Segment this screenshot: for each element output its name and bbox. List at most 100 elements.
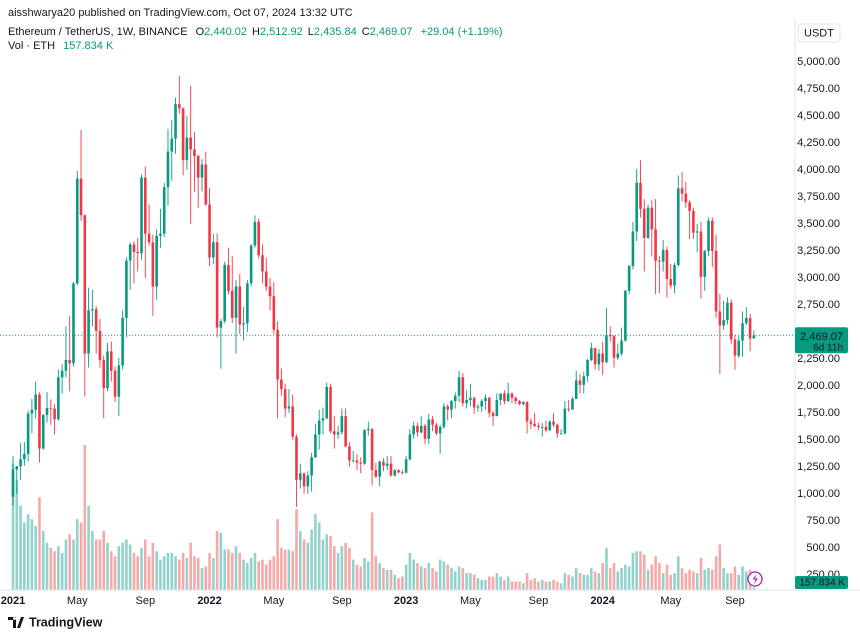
volume-bar — [68, 534, 71, 590]
candle-body — [397, 470, 400, 473]
candle-body — [83, 215, 87, 354]
volume-bar — [590, 568, 593, 590]
candle-body — [688, 202, 691, 211]
volume-bar — [733, 566, 737, 590]
candle-body — [49, 408, 53, 409]
volume-bar — [234, 546, 238, 590]
candle-body — [506, 393, 510, 402]
volume-bar — [159, 559, 162, 590]
alert-icon[interactable] — [747, 571, 763, 587]
legend: Ethereum / TetherUS, 1W, BINANCE O2,440.… — [8, 26, 503, 38]
volume-bar — [416, 563, 419, 590]
volume-bar — [427, 563, 431, 590]
volume-bar — [578, 573, 582, 590]
candle-body — [461, 377, 465, 404]
volume-bar — [593, 571, 597, 590]
volume-bar — [367, 561, 370, 590]
volume-bar — [253, 552, 257, 590]
volume-bar — [389, 569, 393, 590]
candle-body — [351, 460, 355, 462]
volume-bar — [53, 551, 56, 590]
candle-body — [635, 182, 638, 232]
volume-bar — [722, 568, 725, 590]
currency-label: USDT — [804, 27, 834, 39]
volume-bar — [461, 568, 465, 590]
candle-body — [144, 177, 147, 234]
candle-body — [155, 235, 158, 287]
candle-body — [529, 421, 533, 424]
volume-bar — [453, 571, 457, 590]
volume-bar — [102, 530, 106, 590]
candle-body — [60, 370, 64, 378]
candle-body — [253, 221, 257, 246]
volume-bar — [540, 579, 544, 590]
volume-bar — [684, 573, 688, 590]
candle-body — [249, 245, 253, 284]
candle-body — [223, 264, 226, 322]
volume-bar — [140, 547, 143, 590]
volume-bar — [215, 530, 219, 590]
legend-key: C — [361, 26, 370, 38]
volume-bar — [669, 574, 673, 590]
volume-bar — [752, 587, 756, 590]
y-tick-label: 2,000.00 — [797, 380, 840, 392]
y-tick-label: 3,500.00 — [797, 218, 840, 230]
candle-body — [291, 406, 295, 437]
currency-button[interactable] — [797, 23, 841, 43]
volume-bar — [495, 573, 499, 590]
candle-body — [181, 108, 185, 161]
volume-bar — [737, 574, 741, 590]
candle-body — [476, 406, 480, 408]
candle-body — [325, 386, 329, 419]
volume-bar — [155, 551, 158, 590]
legend-value: 2,469.07 — [369, 26, 413, 38]
candle-body — [612, 336, 616, 358]
volume-bar — [91, 530, 94, 590]
candle-body — [276, 329, 279, 380]
candle-body — [11, 469, 15, 497]
volume-bar — [249, 557, 253, 590]
volume-bar — [242, 559, 245, 590]
volume-bar — [23, 522, 26, 590]
y-tick-label: 2,250.00 — [797, 353, 840, 365]
volume-bar — [601, 563, 604, 590]
candle-body — [438, 426, 442, 434]
volume-bar — [676, 556, 680, 590]
candle-body — [385, 463, 389, 466]
candle-body — [673, 264, 676, 286]
volume-bar — [98, 539, 102, 590]
volume-bar — [703, 569, 707, 590]
y-tick-label: 1,000.00 — [797, 488, 840, 500]
x-tick-label: 2024 — [590, 595, 615, 607]
volume-bar — [397, 578, 400, 590]
y-tick-label: 4,250.00 — [797, 137, 840, 149]
candle-body — [355, 460, 359, 463]
volume-bar — [518, 581, 521, 590]
candle-body — [367, 429, 370, 431]
volume-bar — [529, 579, 533, 590]
y-tick-label: 3,750.00 — [797, 191, 840, 203]
candle-body — [465, 399, 468, 404]
volume-bar — [306, 542, 310, 590]
candle-body — [499, 393, 502, 400]
candle-body — [166, 151, 170, 188]
volume-bar — [287, 549, 291, 590]
y-tick-label: 1,250.00 — [797, 461, 840, 473]
volume-bar — [487, 576, 491, 590]
legend-key: H — [251, 26, 260, 38]
candle-body — [340, 416, 344, 433]
volume-bar — [246, 563, 249, 590]
volume-bar — [707, 568, 710, 590]
candle-body — [287, 406, 291, 409]
volume-bar — [302, 539, 306, 590]
candle-body — [91, 309, 94, 311]
volume-bar — [15, 480, 19, 590]
volume-value: 157.834 K — [63, 40, 114, 52]
candle-body — [559, 433, 563, 435]
volume-bar — [729, 573, 733, 590]
volume-bar — [113, 556, 117, 590]
x-tick-label: May — [263, 595, 284, 607]
candle-body — [650, 207, 654, 230]
volume-bar — [268, 559, 272, 590]
